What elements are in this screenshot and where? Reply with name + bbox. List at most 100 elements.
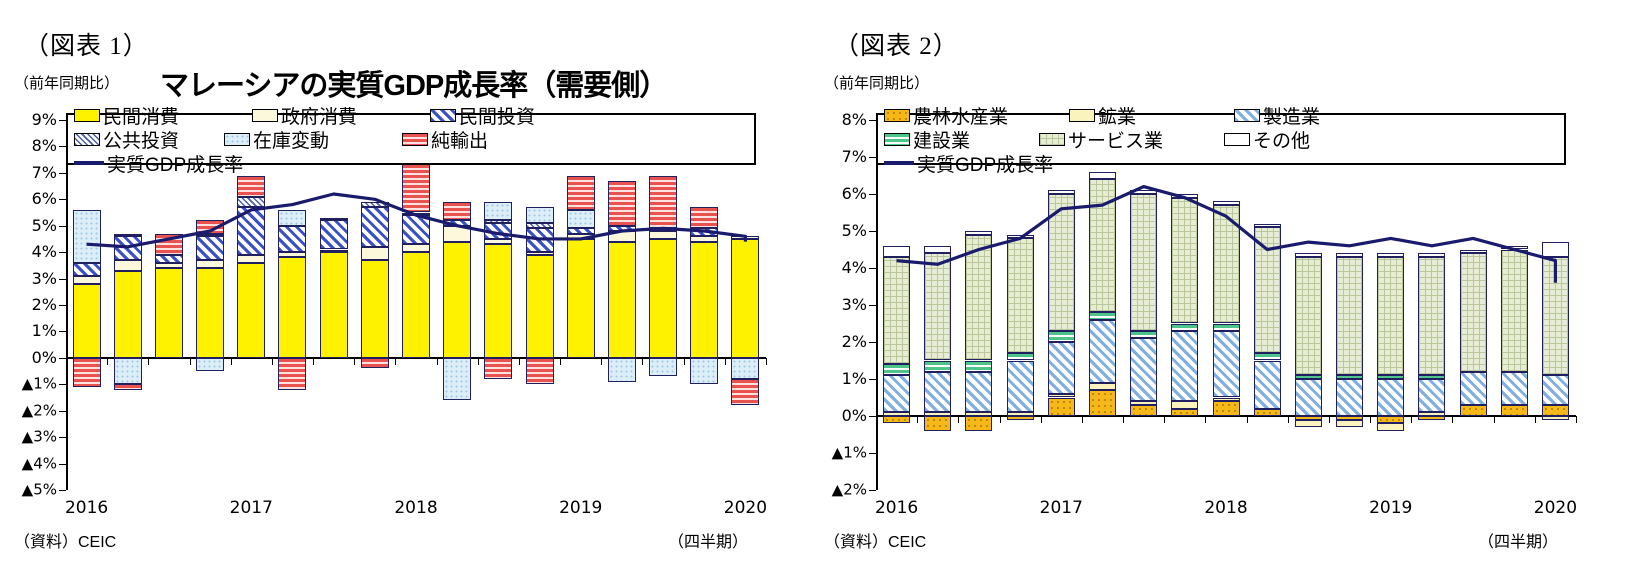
- bar-segment: [154, 268, 183, 358]
- bar-segment: [1130, 338, 1158, 402]
- y-axis-tick: [59, 172, 66, 174]
- y-axis-tick: [59, 146, 66, 148]
- bar-segment: [1130, 404, 1158, 416]
- bar-segment: [484, 238, 513, 245]
- x-axis-label: 2017: [229, 498, 273, 518]
- stacked-bar: [883, 120, 911, 490]
- y-axis-tick: [59, 199, 66, 201]
- x-axis-tick: [1411, 416, 1413, 423]
- bar-segment: [1171, 197, 1199, 324]
- bar-segment: [237, 175, 266, 197]
- x-axis-tick: [271, 357, 273, 365]
- y-axis-label: 9%: [31, 110, 57, 129]
- bar-segment: [443, 357, 472, 401]
- bar-segment: [360, 357, 389, 369]
- bar-segment: [402, 244, 430, 253]
- x-axis-tick: [1534, 416, 1536, 423]
- y-axis-tick: [59, 410, 66, 412]
- y-axis-tick: [59, 120, 66, 121]
- bar-segment: [883, 364, 911, 376]
- bar-segment: [1171, 408, 1199, 416]
- y-axis-label: ▲1%: [831, 443, 867, 462]
- bar-segment: [1541, 375, 1569, 405]
- y-axis-label: 0%: [841, 406, 867, 425]
- bar-segment: [607, 225, 636, 231]
- bar-segment: [1212, 201, 1240, 206]
- bar-segment: [566, 233, 595, 239]
- figure-1-label: （図表 1）: [24, 33, 149, 60]
- bar-segment: [1336, 379, 1364, 416]
- bar-segment: [731, 357, 760, 379]
- y-axis-label: 8%: [31, 136, 57, 156]
- bar-segment: [1377, 256, 1405, 376]
- bar-segment: [1377, 375, 1405, 379]
- bar-segment: [525, 223, 554, 229]
- bar-segment: [237, 207, 266, 255]
- stacked-bar: [525, 120, 554, 490]
- bar-segment: [1006, 238, 1034, 354]
- bar-segment: [1212, 330, 1240, 398]
- legend-label: 実質GDP成長率: [917, 154, 1054, 176]
- bar-segment: [72, 209, 101, 263]
- y-axis-tick: [869, 490, 876, 491]
- bar-segment: [1377, 423, 1405, 431]
- y-axis-label: ▲2%: [21, 401, 57, 420]
- legend-item-2-3: 建設業: [884, 127, 1039, 152]
- bar-segment: [360, 207, 389, 247]
- bar-segment: [484, 223, 513, 239]
- stacked-bar: [72, 120, 101, 490]
- x-axis-tick: [189, 357, 191, 365]
- bar-segment: [883, 256, 911, 365]
- y-axis-label: 2%: [841, 332, 867, 351]
- y-axis-tick: [869, 194, 876, 195]
- bar-segment: [72, 275, 101, 284]
- x-axis-tick: [395, 357, 397, 365]
- x-axis-tick: [436, 357, 438, 365]
- legend-item-1-0: 民間消費: [74, 103, 252, 128]
- bar-segment: [72, 262, 101, 276]
- bar-segment: [1377, 416, 1405, 424]
- figure-1-quarter-note: （四半期）: [668, 534, 749, 551]
- legend-swatch-icon: [252, 108, 278, 122]
- bar-segment: [965, 231, 993, 235]
- y-axis-tick: [869, 379, 876, 380]
- y-axis-tick: [59, 252, 66, 254]
- bar-segment: [1294, 375, 1322, 379]
- bar-segment: [924, 360, 952, 372]
- bar-segment: [1294, 416, 1322, 420]
- bar-segment: [113, 233, 142, 237]
- figure-2-legend: 農林水産業 鉱業 製造業 建設業 サービス業 その他 実質GDP成長率: [876, 107, 1566, 176]
- stacked-bar: [484, 120, 513, 490]
- y-axis-label: 7%: [31, 162, 57, 182]
- x-axis-tick: [1328, 416, 1330, 423]
- y-axis-tick: [869, 231, 876, 232]
- y-axis-label: 7%: [841, 147, 867, 166]
- bar-segment: [1047, 194, 1075, 331]
- bar-segment: [649, 175, 678, 229]
- y-axis: [66, 120, 68, 490]
- x-axis-label: 2019: [1369, 498, 1413, 518]
- legend-swatch-icon: [1069, 108, 1095, 122]
- bar-segment: [443, 201, 472, 221]
- bar-segment: [1171, 194, 1199, 198]
- bar-segment: [731, 236, 760, 239]
- bar-segment: [402, 252, 430, 358]
- bar-segment: [1088, 171, 1116, 180]
- bar-segment: [924, 245, 952, 254]
- bar-segment: [1006, 412, 1034, 416]
- bar-segment: [319, 252, 348, 358]
- bar-segment: [883, 375, 911, 413]
- bar-segment: [883, 412, 911, 416]
- stacked-bar: [1377, 120, 1405, 490]
- y-axis-label: 3%: [841, 295, 867, 314]
- y-axis-tick: [869, 416, 876, 417]
- y-axis-tick: [59, 278, 66, 280]
- bar-segment: [196, 260, 225, 268]
- legend-swatch-icon: [402, 132, 428, 146]
- bar-segment: [1253, 227, 1281, 354]
- bar-segment: [690, 228, 719, 237]
- bar-segment: [690, 241, 719, 358]
- legend-swatch-icon: [74, 108, 100, 122]
- bar-segment: [965, 234, 993, 361]
- bar-segment: [1418, 375, 1446, 379]
